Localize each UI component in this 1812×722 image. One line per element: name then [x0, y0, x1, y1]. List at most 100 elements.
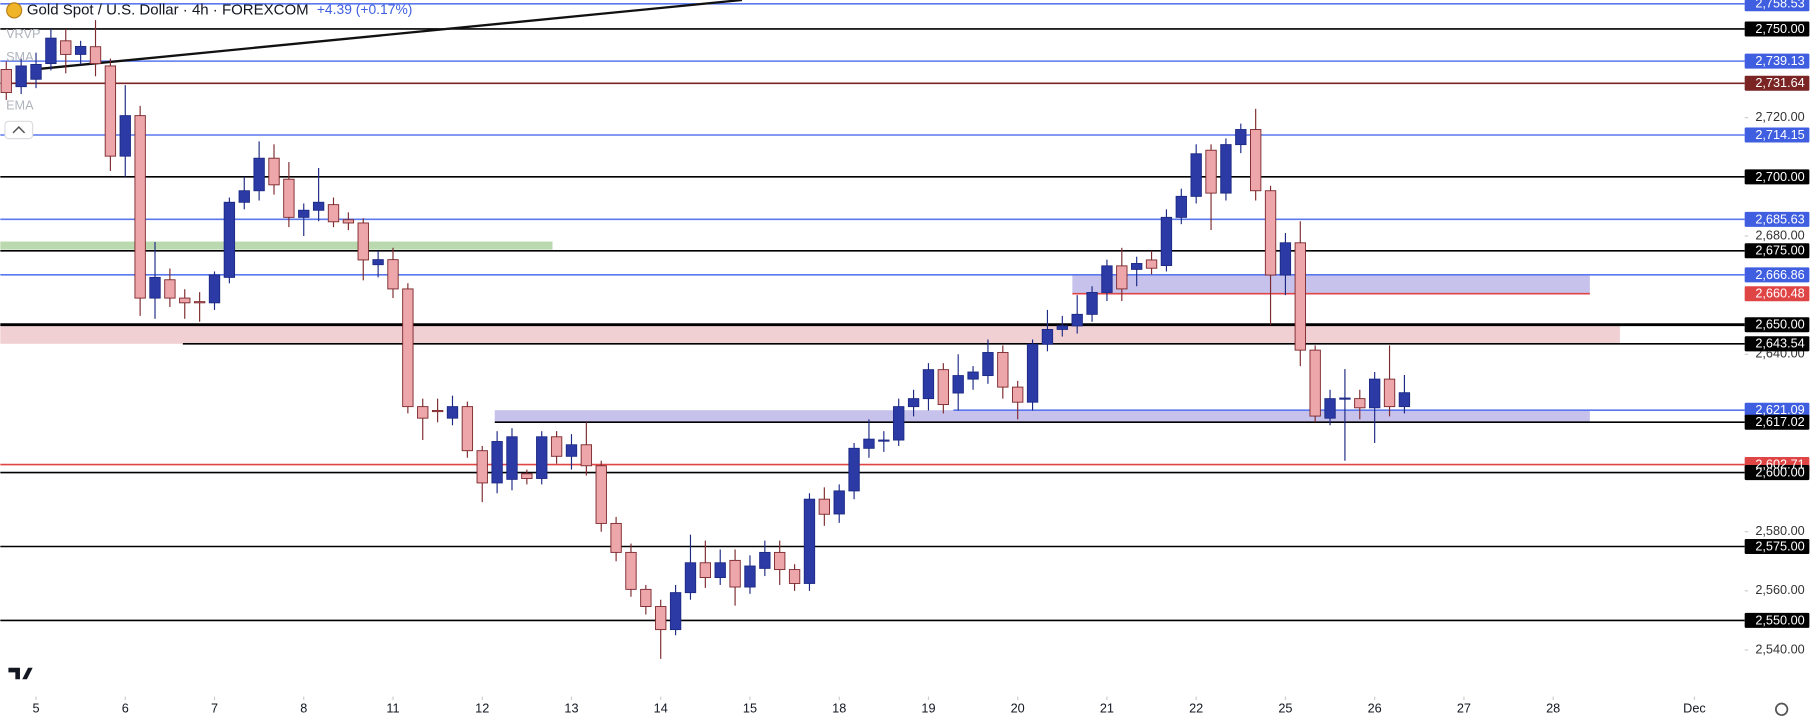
candle-body [1339, 397, 1351, 400]
candle-body [774, 551, 786, 571]
level-label: 2,714.15 [1755, 128, 1804, 142]
level-label-box [1744, 286, 1810, 302]
y-tick-label: 2,580.00 [1755, 524, 1804, 538]
settings-icon[interactable] [1774, 702, 1789, 716]
candle-body [89, 46, 102, 65]
candle-body [461, 406, 474, 452]
candle-body [1071, 313, 1083, 327]
candle-body [223, 201, 236, 278]
collapse-icon [12, 126, 26, 134]
candle-body [1264, 190, 1277, 276]
candle-body [1026, 343, 1039, 403]
candle-body [863, 438, 875, 449]
candle-body [104, 65, 117, 157]
zone [0, 241, 553, 250]
level-label: 2,575.00 [1755, 539, 1804, 553]
candle-body [372, 259, 384, 266]
candle-body [922, 369, 935, 400]
candle-body [253, 157, 265, 192]
candle-body [342, 219, 355, 224]
candle-body [45, 37, 57, 65]
candle-body [729, 559, 741, 588]
indicator-label: VRVP [6, 27, 40, 41]
candle-body [1086, 292, 1098, 315]
candle-body [238, 190, 250, 203]
candle-body [30, 64, 42, 80]
candle-body [476, 450, 488, 484]
level-label-box [1744, 21, 1810, 37]
y-tick-label: 2,680.00 [1755, 228, 1804, 242]
candle-body [684, 562, 697, 594]
candle-body [1190, 153, 1202, 197]
candle-body [1368, 378, 1381, 409]
level-label: 2,643.54 [1755, 337, 1804, 351]
level-label: 2,660.48 [1755, 287, 1804, 301]
candle-body [1383, 378, 1396, 408]
x-tick-label: 14 [654, 702, 668, 716]
candle-body [0, 69, 12, 94]
candle-body [134, 115, 146, 299]
candle-body [1116, 265, 1128, 290]
chart-title: Gold Spot / U.S. Dollar · 4h · FOREXCOM [27, 1, 309, 18]
candle-body [788, 569, 801, 584]
candle-body [952, 375, 964, 394]
candle-body [1012, 386, 1024, 403]
collapse-button[interactable] [4, 120, 34, 140]
time-axis: 5 6 7 8 11 12 13 14 15 18 19 20 21 22 25 26 27 28 Dec [32, 696, 1706, 716]
candle-body [417, 406, 429, 419]
candle-body [1324, 398, 1336, 419]
level-label: 2,621.09 [1755, 403, 1804, 417]
x-tick-label: 18 [832, 702, 846, 716]
candle-body [550, 436, 563, 457]
candle-body [982, 352, 994, 377]
candle-body [848, 447, 860, 492]
candle-body [15, 65, 27, 88]
level-label-box [1744, 267, 1810, 283]
candle-body [744, 565, 756, 588]
candle-body [283, 178, 295, 218]
y-tick-label: 2,540.00 [1755, 642, 1804, 656]
candle-body [1309, 349, 1321, 417]
candles [0, 20, 1411, 659]
level-label-box [1744, 0, 1810, 12]
symbol-icon [6, 2, 23, 19]
level-label: 2,550.00 [1755, 613, 1804, 627]
candle-body [491, 441, 503, 484]
trend-line [34, 0, 743, 71]
level-label-box [1744, 169, 1810, 185]
candle-body [714, 562, 726, 579]
candle-body [1205, 149, 1217, 194]
level-label: 2,739.13 [1755, 54, 1804, 68]
candle-body [431, 410, 444, 413]
candle-body [1235, 129, 1247, 146]
candle-body [1354, 398, 1366, 409]
x-tick-label: 7 [211, 702, 218, 716]
candle-body [357, 222, 369, 261]
candle-body [893, 406, 905, 441]
candle-body [402, 288, 414, 408]
level-label-box [1744, 317, 1810, 333]
candle-body [193, 301, 206, 304]
candle-body [60, 40, 72, 55]
x-tick-label: 19 [921, 702, 935, 716]
candle-body [610, 522, 622, 553]
candle-body [803, 498, 816, 584]
level-label-box [1744, 414, 1810, 430]
level-label-box [1744, 75, 1810, 91]
y-tick-label: 2,720.00 [1755, 110, 1804, 124]
candle-body [312, 201, 325, 211]
candle-body [1279, 242, 1292, 276]
levels [0, 2, 1745, 622]
x-tick-label: 11 [386, 702, 399, 716]
x-tick-label: 28 [1546, 702, 1560, 716]
level-label: 2,617.02 [1755, 415, 1804, 429]
candle-body [818, 498, 831, 515]
candle-body [640, 588, 652, 607]
candle-body [1041, 328, 1054, 345]
candle-body [655, 606, 667, 631]
candle-body [1160, 216, 1173, 267]
candle-body [521, 473, 533, 479]
level-label: 2,758.53 [1755, 0, 1804, 11]
candle-body [164, 279, 176, 299]
